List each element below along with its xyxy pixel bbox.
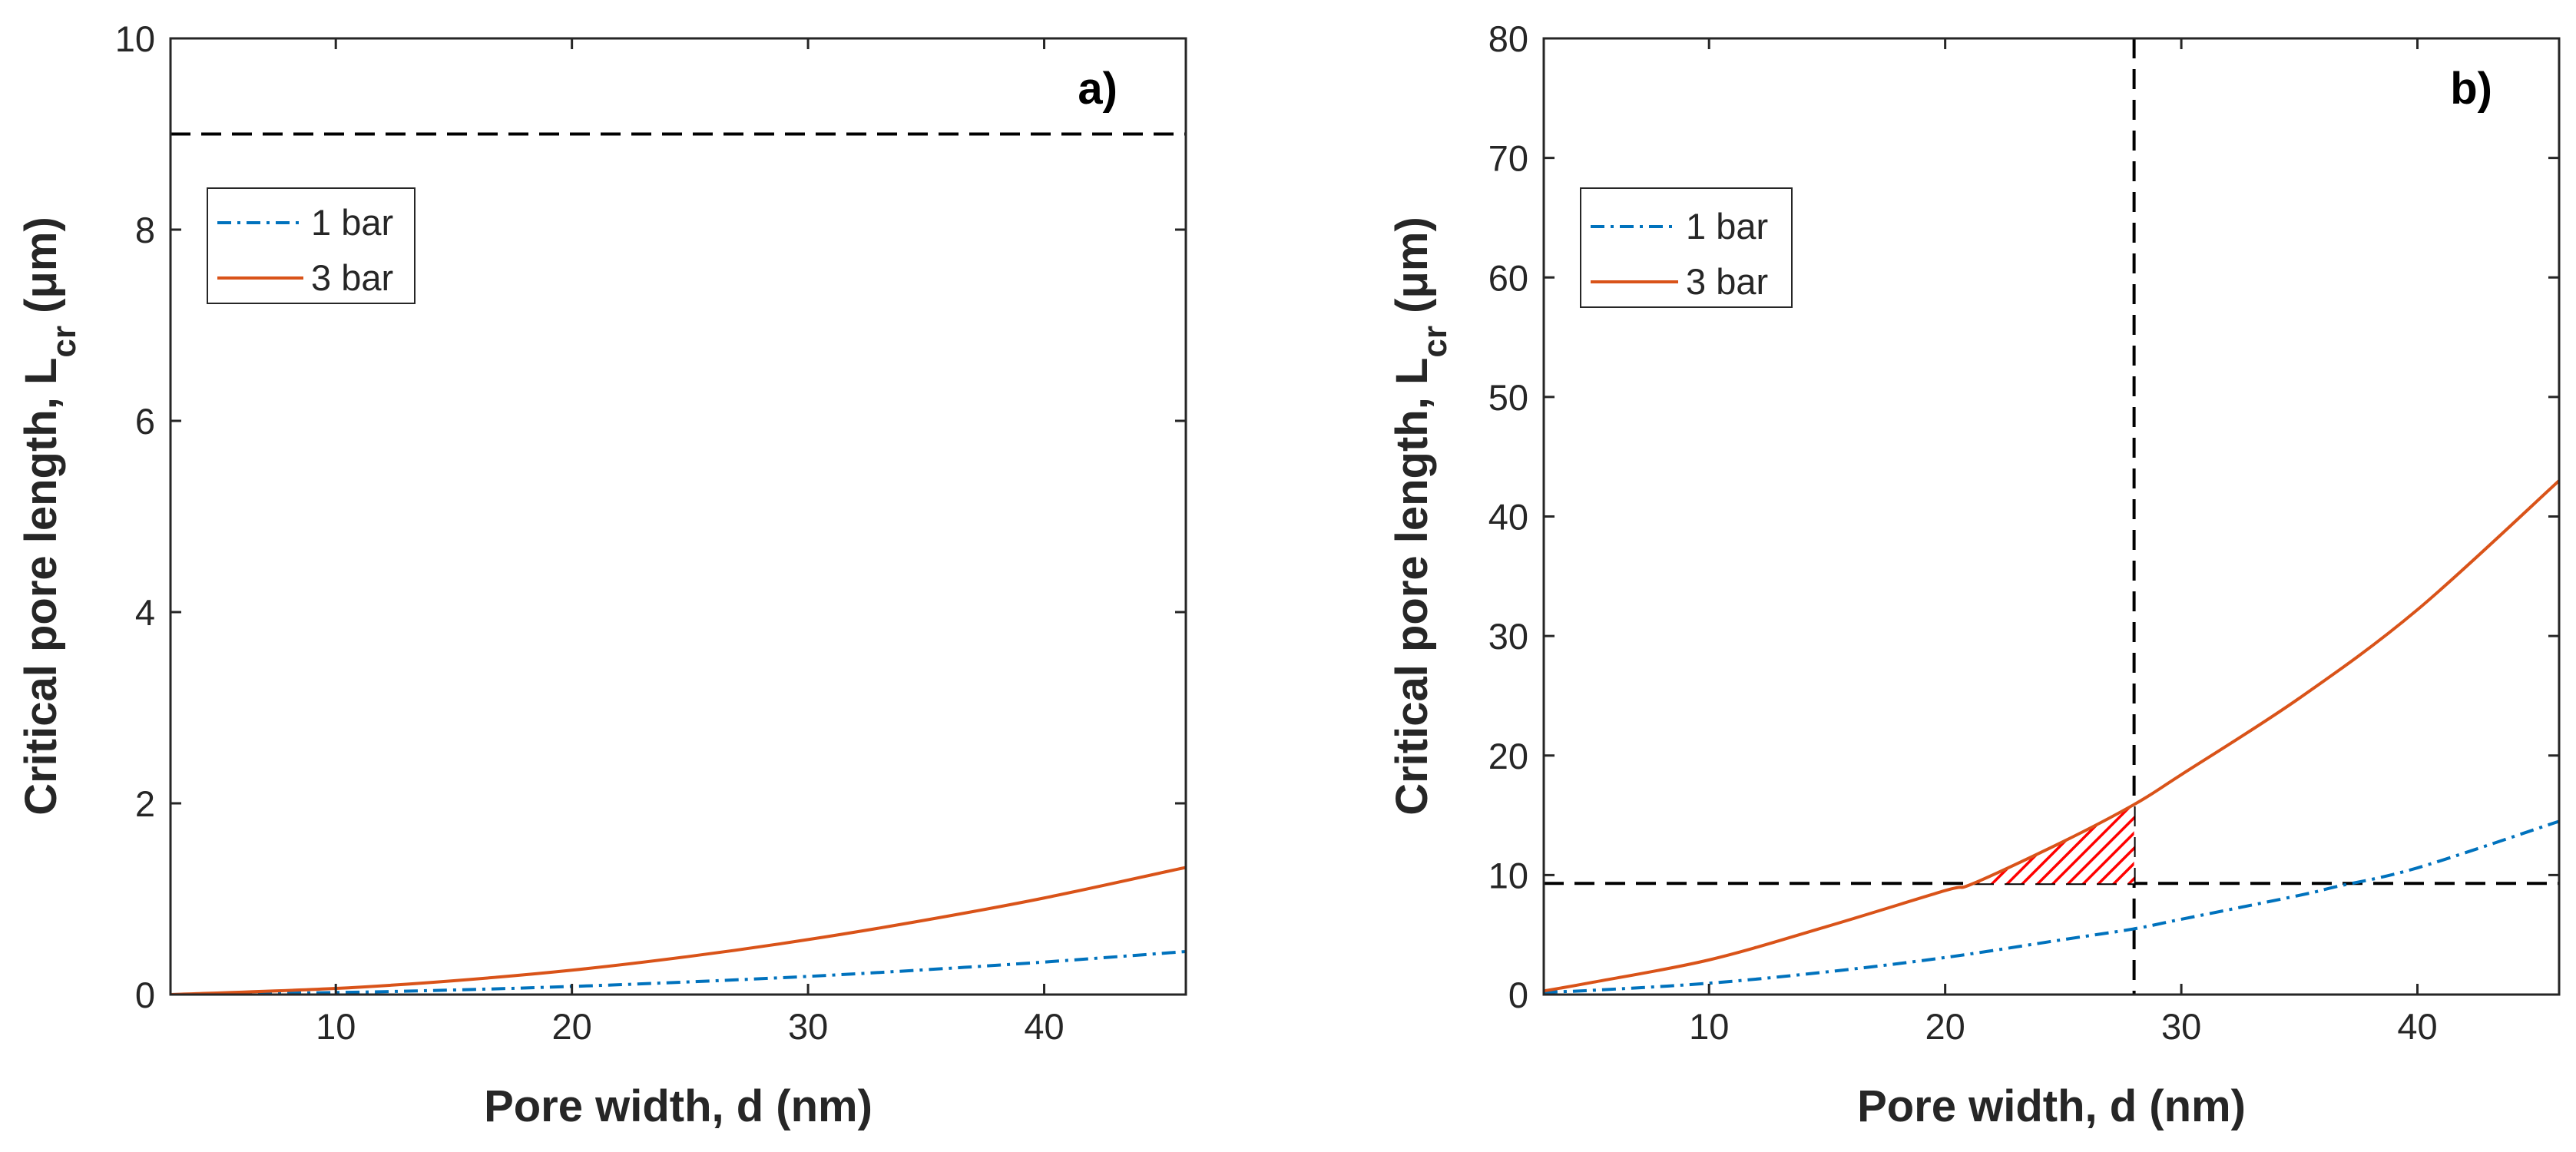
legend-box-b [1580,187,1793,308]
legend-b: 1 bar 3 bar [1580,187,1793,308]
plot-area-a [171,38,1186,995]
x-tick-label-b: 10 [1689,1006,1729,1047]
x-tick-label-a: 30 [788,1006,828,1047]
x-tick-label-a: 10 [316,1006,356,1047]
axes-box-a [169,37,1187,996]
y-axis-title-unit-a: (μm) [16,217,66,326]
series-line-3bar-b [1544,479,2559,993]
y-tick-label-b: 0 [1508,975,1528,1015]
y-tick-label-a: 4 [135,592,155,633]
y-tick-label-a: 0 [135,975,155,1015]
y-tick-label-b: 70 [1488,138,1528,179]
y-axis-title-unit-b: (μm) [1387,217,1437,326]
legend-box-a [207,187,416,304]
y-axis-title-sub-b: cr [1416,326,1454,358]
y-tick-label-b: 20 [1488,736,1528,776]
axes-box-b [1542,37,2561,996]
shaded-region-b [1973,804,2134,884]
y-tick-label-a: 10 [115,18,155,59]
x-tick-label-a: 20 [552,1006,592,1047]
y-tick-label-b: 50 [1488,377,1528,418]
y-tick-label-b: 30 [1488,616,1528,657]
x-tick-label-b: 40 [2397,1006,2437,1047]
y-tick-label-a: 8 [135,210,155,250]
legend-label-3bar-a: 3 bar [311,257,393,298]
legend-label-1bar-a: 1 bar [311,202,393,243]
legend-a: 1 bar 3 bar [207,187,416,304]
y-tick-label-a: 2 [135,783,155,824]
legend-label-3bar-b: 3 bar [1686,261,1768,302]
series-line-3bar-a [171,866,1186,995]
y-tick-label-b: 10 [1488,855,1528,895]
panel-label-b: b) [2450,64,2492,114]
y-tick-label-b: 60 [1488,257,1528,298]
panel-label-a: a) [1078,64,1117,114]
y-axis-title-a: Critical pore length, Lcr (μm) [16,217,83,816]
y-tick-label-b: 40 [1488,497,1528,538]
y-tick-label-a: 6 [135,401,155,442]
x-axis-title-b: Pore width, d (nm) [1857,1081,2246,1131]
y-axis-title-main-a: Critical pore length, L [16,358,66,816]
x-tick-label-b: 30 [2161,1006,2201,1047]
x-tick-label-b: 20 [1925,1006,1965,1047]
chart-panel-b: 10 20 30 40 0 10 20 30 40 50 60 70 80 b) Pore width,… [1387,18,2561,1131]
series-line-1bar-b [1544,819,2559,994]
y-axis-title-b: Critical pore length, Lcr (μm) [1387,217,1454,816]
chart-panel-a: 10 20 30 40 0 2 4 6 8 10 a) Pore width, d (nm) Cr… [16,18,1187,1131]
x-tick-label-a: 40 [1024,1006,1064,1047]
legend-label-1bar-b: 1 bar [1686,206,1768,247]
y-axis-title-main-b: Critical pore length, L [1387,358,1437,816]
x-axis-title-a: Pore width, d (nm) [484,1081,872,1131]
y-axis-title-sub-a: cr [45,326,83,358]
y-tick-label-b: 80 [1488,18,1528,59]
